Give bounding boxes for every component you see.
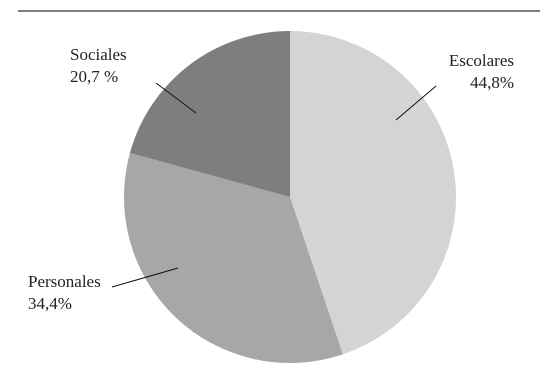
slice-name-sociales: Sociales [70,45,127,64]
slice-value-personales: 34,4% [28,294,72,313]
slice-name-escolares: Escolares [449,51,514,70]
leader-line-personales [111,267,179,288]
pie-slice-escolares [290,31,456,355]
slice-value-sociales: 20,7 % [70,67,118,86]
slice-name-personales: Personales [28,272,101,291]
label-sociales: Sociales 20,7 % [70,45,127,86]
pie-slice-personales [124,152,343,363]
label-personales: Personales 34,4% [28,272,101,313]
leader-line-sociales [155,82,197,114]
leader-lines [111,82,437,288]
leader-line-escolares [395,85,437,121]
label-escolares: Escolares 44,8% [449,51,514,92]
pie-slices [124,31,456,363]
slice-value-escolares: 44,8% [470,73,514,92]
pie-slice-sociales [129,31,290,197]
